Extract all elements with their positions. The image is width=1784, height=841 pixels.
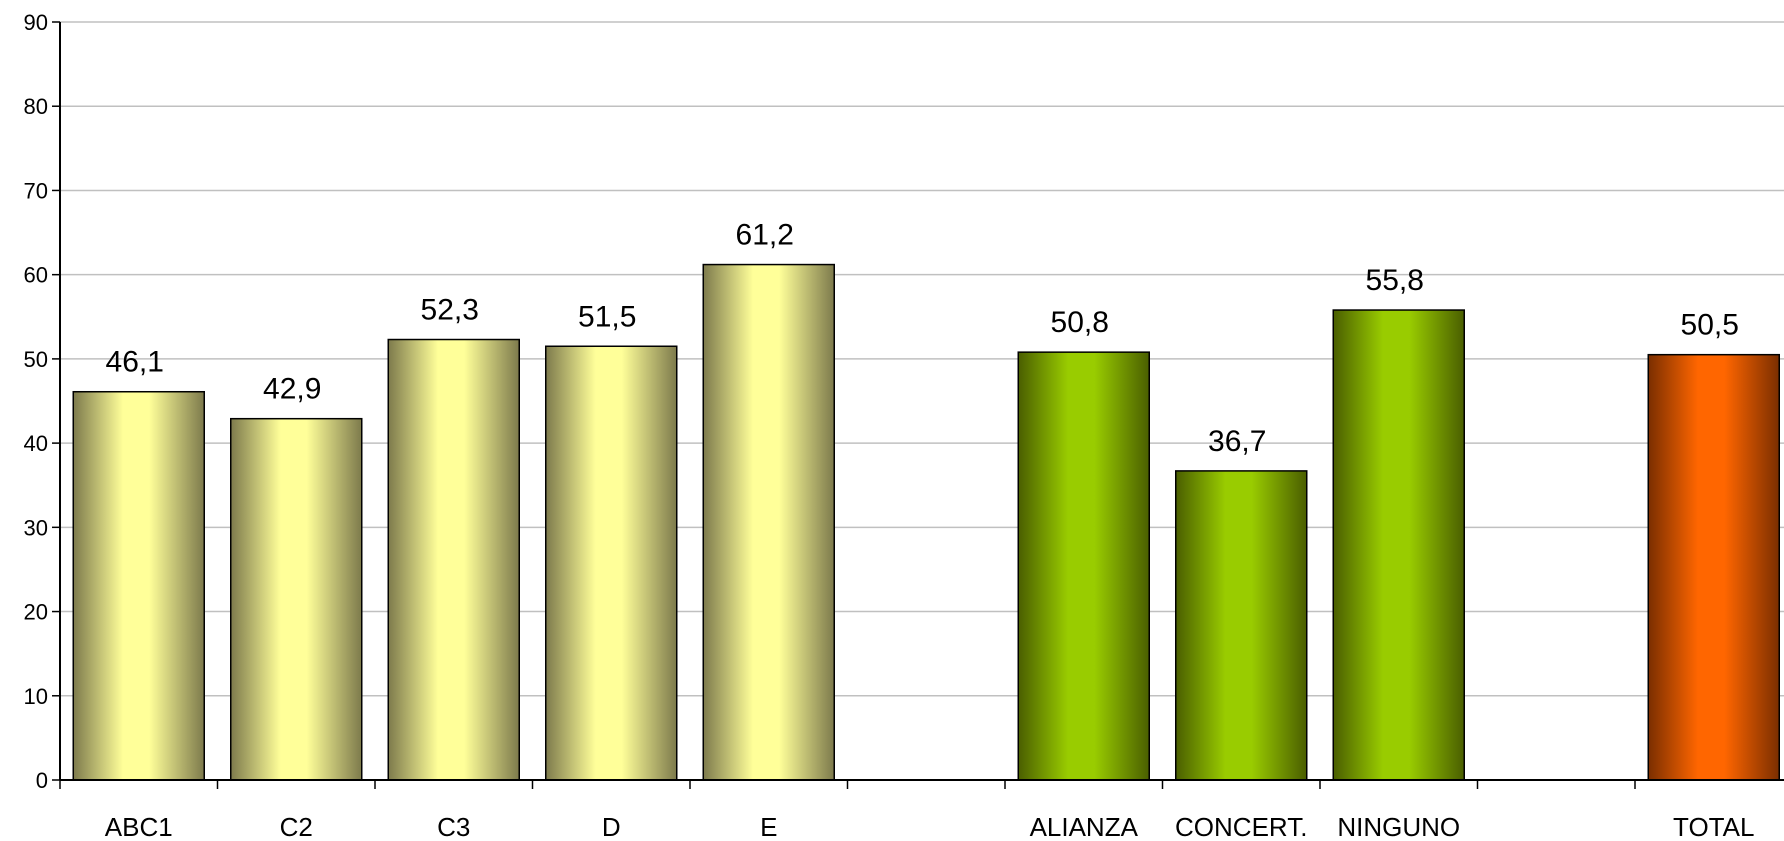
bar [1017, 351, 1150, 781]
x-category-label: C2 [280, 812, 313, 841]
bar [72, 390, 205, 781]
bar [1175, 470, 1308, 781]
y-tick-label: 0 [36, 768, 48, 793]
data-label: 51,5 [578, 300, 636, 333]
x-category-label: ABC1 [105, 812, 173, 841]
y-tick-label: 50 [24, 347, 48, 372]
y-tick-label: 20 [24, 600, 48, 625]
data-label: 52,3 [421, 294, 479, 327]
y-tick-label: 40 [24, 431, 48, 456]
y-tick-label: 70 [24, 178, 48, 203]
bar [1332, 309, 1465, 781]
y-tick-label: 60 [24, 263, 48, 288]
bar [387, 338, 520, 781]
x-category-label: C3 [437, 812, 470, 841]
y-tick-label: 80 [24, 94, 48, 119]
y-tick-label: 10 [24, 684, 48, 709]
y-tick-label: 90 [24, 10, 48, 35]
data-label: 46,1 [106, 346, 164, 379]
x-category-label: CONCERT. [1175, 812, 1307, 841]
x-category-label: ALIANZA [1030, 812, 1139, 841]
data-label: 42,9 [263, 373, 321, 406]
bar [545, 345, 678, 781]
data-label: 36,7 [1208, 425, 1266, 458]
x-category-label: E [760, 812, 777, 841]
data-label: 61,2 [736, 219, 794, 252]
bar [702, 263, 835, 781]
x-category-label: D [602, 812, 621, 841]
data-label: 50,5 [1681, 309, 1739, 342]
x-category-label: TOTAL [1673, 812, 1754, 841]
bar [1647, 353, 1780, 781]
axes [52, 21, 1784, 789]
bars [72, 263, 1780, 781]
labels: 0 10 20 30 40 50 60 70 80 90 46,1 ABC1 42,9 C2 52,3 C3 5… [24, 10, 1755, 841]
y-tick-label: 30 [24, 515, 48, 540]
data-label: 55,8 [1366, 264, 1424, 297]
x-category-label: NINGUNO [1337, 812, 1460, 841]
bar [230, 417, 363, 781]
data-label: 50,8 [1051, 306, 1109, 339]
